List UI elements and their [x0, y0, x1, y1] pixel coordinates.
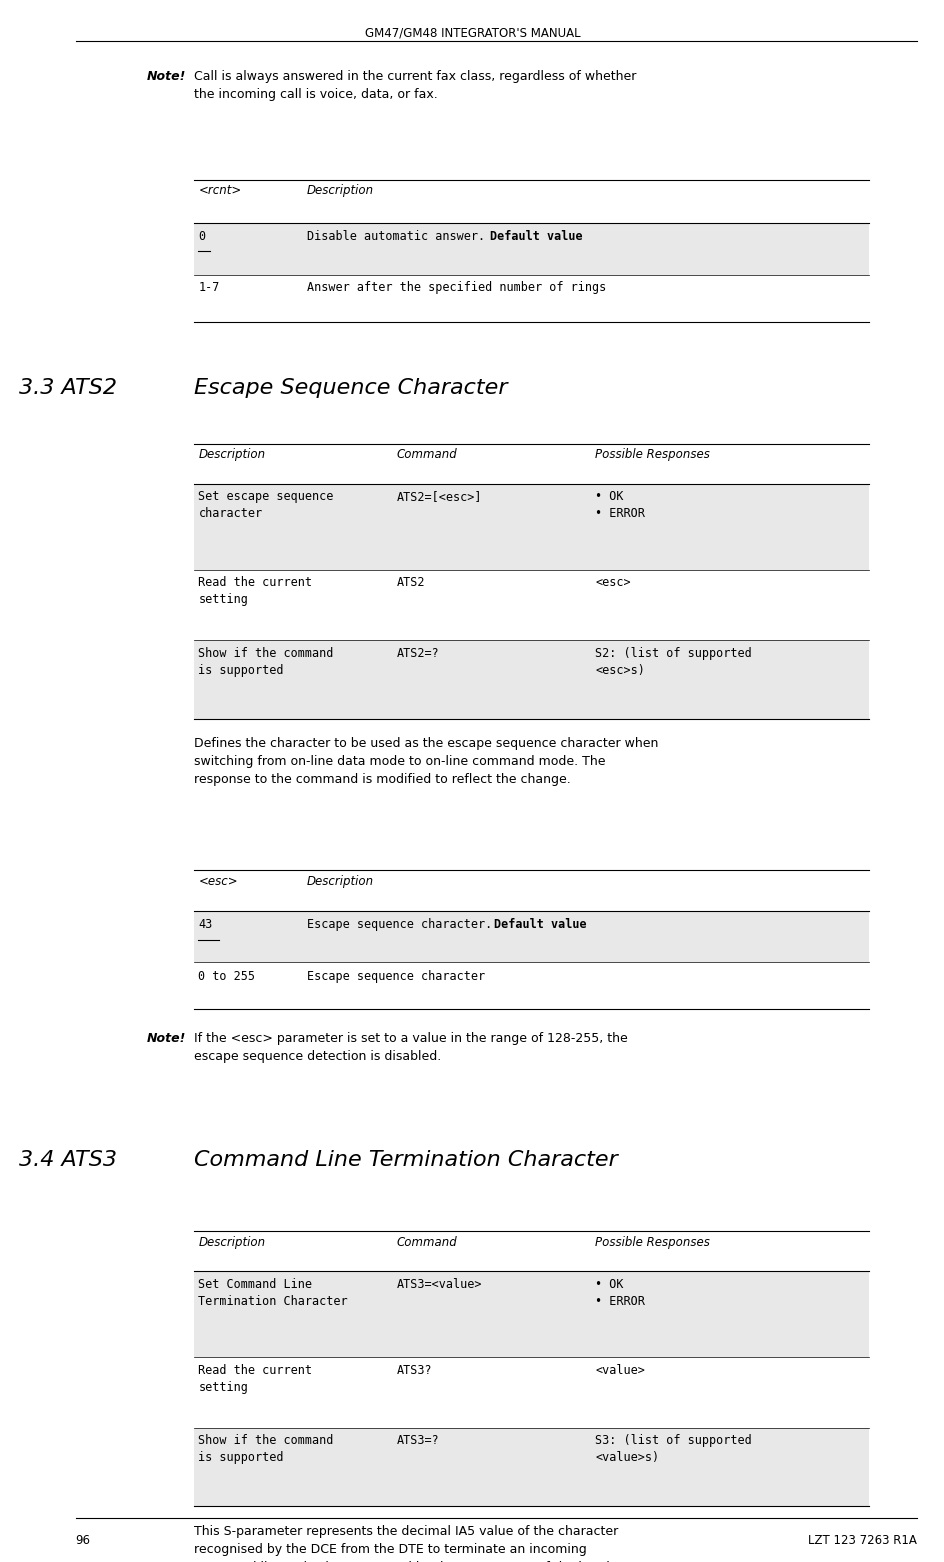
Text: Show if the command
is supported: Show if the command is supported	[198, 1434, 333, 1464]
Text: Disable automatic answer.: Disable automatic answer.	[307, 230, 492, 242]
Text: 0: 0	[198, 230, 206, 242]
Text: Description: Description	[307, 184, 374, 197]
Text: ATS2=?: ATS2=?	[396, 647, 439, 659]
Text: Description: Description	[198, 1236, 265, 1248]
Bar	[194, 223, 868, 275]
Text: • OK
• ERROR: • OK • ERROR	[595, 1278, 645, 1307]
Text: Default value: Default value	[489, 230, 582, 242]
Text: GM47/GM48 INTEGRATOR'S MANUAL: GM47/GM48 INTEGRATOR'S MANUAL	[364, 27, 580, 39]
Text: Description: Description	[198, 448, 265, 461]
Text: ATS2=[<esc>]: ATS2=[<esc>]	[396, 490, 481, 503]
Text: Command Line Termination Character: Command Line Termination Character	[194, 1150, 616, 1170]
Text: LZT 123 7263 R1A: LZT 123 7263 R1A	[807, 1534, 916, 1546]
Bar	[194, 1271, 868, 1357]
Text: Possible Responses: Possible Responses	[595, 1236, 710, 1248]
Bar	[194, 640, 868, 719]
Text: Answer after the specified number of rings: Answer after the specified number of rin…	[307, 281, 606, 294]
Text: Description: Description	[307, 875, 374, 887]
Text: 43: 43	[198, 918, 212, 931]
Text: Set escape sequence
character: Set escape sequence character	[198, 490, 333, 520]
Text: ATS3=<value>: ATS3=<value>	[396, 1278, 481, 1290]
Text: 96: 96	[76, 1534, 91, 1546]
Text: Read the current
setting: Read the current setting	[198, 1364, 312, 1393]
Text: ATS2: ATS2	[396, 576, 425, 589]
Text: Command: Command	[396, 1236, 457, 1248]
Bar	[194, 1428, 868, 1506]
Text: <rcnt>: <rcnt>	[198, 184, 242, 197]
Text: If the <esc> parameter is set to a value in the range of 128-255, the
escape seq: If the <esc> parameter is set to a value…	[194, 1032, 627, 1064]
Text: <esc>: <esc>	[198, 875, 238, 887]
Text: Escape sequence character: Escape sequence character	[307, 970, 484, 982]
Text: <esc>: <esc>	[595, 576, 631, 589]
Text: ATS3=?: ATS3=?	[396, 1434, 439, 1446]
Text: S3: (list of supported
<value>s): S3: (list of supported <value>s)	[595, 1434, 751, 1464]
Text: Show if the command
is supported: Show if the command is supported	[198, 647, 333, 676]
Text: Escape Sequence Character: Escape Sequence Character	[194, 378, 507, 398]
Text: Note!: Note!	[146, 1032, 186, 1045]
Text: • OK
• ERROR: • OK • ERROR	[595, 490, 645, 520]
Text: 3.3 ATS2: 3.3 ATS2	[19, 378, 117, 398]
Text: Defines the character to be used as the escape sequence character when
switching: Defines the character to be used as the …	[194, 737, 657, 786]
Text: Call is always answered in the current fax class, regardless of whether
the inco: Call is always answered in the current f…	[194, 70, 635, 102]
Text: Possible Responses: Possible Responses	[595, 448, 710, 461]
Text: 3.4 ATS3: 3.4 ATS3	[19, 1150, 117, 1170]
Text: This S-parameter represents the decimal IA5 value of the character
recognised by: This S-parameter represents the decimal …	[194, 1525, 640, 1562]
Text: 1-7: 1-7	[198, 281, 220, 294]
Text: Note!: Note!	[146, 70, 186, 83]
Text: ATS3?: ATS3?	[396, 1364, 432, 1376]
Bar	[194, 911, 868, 962]
Text: Command: Command	[396, 448, 457, 461]
Text: S2: (list of supported
<esc>s): S2: (list of supported <esc>s)	[595, 647, 751, 676]
Text: Read the current
setting: Read the current setting	[198, 576, 312, 606]
Text: Set Command Line
Termination Character: Set Command Line Termination Character	[198, 1278, 347, 1307]
Text: 0 to 255: 0 to 255	[198, 970, 255, 982]
Bar	[194, 484, 868, 570]
Text: <value>: <value>	[595, 1364, 645, 1376]
Text: Escape sequence character.: Escape sequence character.	[307, 918, 499, 931]
Text: Default value: Default value	[494, 918, 586, 931]
